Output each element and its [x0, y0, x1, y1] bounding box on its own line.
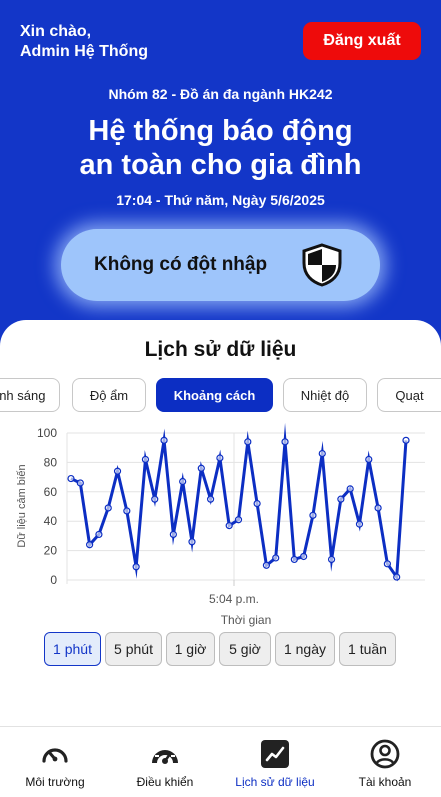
- range-1-hour[interactable]: 1 giờ: [166, 632, 215, 666]
- nav-label: Môi trường: [25, 775, 85, 789]
- intrusion-status: Không có đột nhập: [61, 229, 380, 301]
- data-point: [225, 522, 233, 530]
- greeting-line: Xin chào,: [20, 23, 92, 40]
- nav-environment[interactable]: Môi trường: [15, 727, 95, 797]
- nav-label: Tài khoản: [358, 775, 412, 789]
- greeting: Xin chào, Admin Hệ Thống: [20, 22, 148, 62]
- data-point: [402, 436, 410, 444]
- datetime: 17:04 - Thứ năm, Ngày 5/6/2025: [116, 192, 325, 208]
- data-point: [374, 504, 382, 512]
- sensor-tabs: Ánh sáng Độ ẩm Khoảng cách Nhiệt độ Quạt: [0, 320, 441, 420]
- data-point: [67, 474, 75, 483]
- data-point: [234, 516, 243, 524]
- range-1-week[interactable]: 1 tuần: [339, 632, 396, 666]
- data-point: [197, 464, 205, 472]
- data-point: [262, 561, 271, 569]
- y-axis-ticks: 0 20 40 60 80 100: [37, 426, 57, 587]
- title-line-1: Hệ thống báo động: [88, 115, 353, 147]
- y-tick-label: 80: [44, 455, 58, 469]
- data-point: [160, 436, 168, 444]
- data-point: [327, 555, 336, 564]
- data-point: [300, 552, 308, 561]
- tab-temperature[interactable]: Nhiệt độ: [283, 378, 367, 412]
- header: Xin chào, Admin Hệ Thống Đăng xuất Nhóm …: [0, 0, 441, 340]
- data-point: [188, 538, 196, 546]
- data-point: [76, 479, 84, 487]
- data-point: [346, 485, 354, 493]
- nav-control[interactable]: Điều khiển: [125, 727, 205, 797]
- data-point: [244, 438, 252, 446]
- status-text: Không có đột nhập: [94, 254, 268, 275]
- data-point: [86, 541, 94, 549]
- title-line-2: an toàn cho gia đình: [79, 149, 362, 181]
- data-point: [132, 563, 140, 571]
- data-point: [169, 530, 177, 539]
- dashboard-icon: [152, 746, 178, 764]
- account-icon: [370, 739, 400, 769]
- group-label: Nhóm 82 - Đồ án đa ngành HK242: [108, 86, 333, 102]
- chart-series: [67, 422, 410, 582]
- data-point: [206, 495, 215, 503]
- data-point: [104, 504, 112, 512]
- data-point: [318, 449, 326, 458]
- page-title: Hệ thống báo động an toàn cho gia đình: [0, 114, 441, 182]
- data-point: [151, 495, 159, 503]
- data-point: [95, 530, 103, 539]
- data-point: [141, 455, 150, 464]
- data-point: [272, 554, 280, 562]
- y-axis-label: Dữ liệu cảm biến: [16, 464, 28, 547]
- y-tick-label: 0: [50, 573, 57, 587]
- nav-history[interactable]: Lịch sử dữ liệu: [225, 727, 325, 797]
- tab-distance[interactable]: Khoảng cách: [156, 378, 273, 412]
- logout-button[interactable]: Đăng xuất: [303, 22, 421, 60]
- y-tick-label: 100: [37, 426, 57, 440]
- data-point: [179, 477, 187, 486]
- series-line: [70, 422, 408, 582]
- data-point: [365, 455, 373, 464]
- data-point: [216, 454, 224, 462]
- data-point: [253, 499, 261, 508]
- shield-icon: [302, 243, 342, 287]
- data-point: [290, 555, 298, 564]
- line-chart-icon: [261, 740, 289, 768]
- range-5-hours[interactable]: 5 giờ: [219, 632, 271, 666]
- tab-fan[interactable]: Quạt: [377, 378, 441, 412]
- data-point: [123, 507, 131, 515]
- nav-account[interactable]: Tài khoản: [345, 727, 425, 797]
- tab-light[interactable]: Ánh sáng: [0, 378, 60, 412]
- data-point: [113, 467, 122, 475]
- range-1-minute[interactable]: 1 phút: [44, 632, 101, 666]
- y-tick-label: 60: [44, 485, 58, 499]
- data-point: [309, 511, 317, 519]
- data-point: [393, 573, 401, 581]
- gauge-icon: [42, 748, 68, 763]
- x-axis-label: Thời gian: [221, 613, 272, 627]
- data-point: [281, 438, 289, 446]
- nav-label: Lịch sử dữ liệu: [235, 775, 315, 789]
- y-tick-label: 40: [44, 514, 58, 528]
- data-point: [355, 520, 364, 528]
- tab-humidity[interactable]: Độ ẩm: [72, 378, 146, 412]
- data-point: [337, 495, 345, 503]
- x-tick-label: 5:04 p.m.: [209, 592, 259, 606]
- data-point: [383, 560, 391, 568]
- range-1-day[interactable]: 1 ngày: [275, 632, 335, 666]
- user-name: Admin Hệ Thống: [20, 43, 148, 60]
- range-5-minutes[interactable]: 5 phút: [105, 632, 162, 666]
- history-title: Lịch sử dữ liệu: [144, 338, 297, 361]
- nav-label: Điều khiển: [136, 775, 194, 789]
- history-chart: 0 20 40 60 80 100 5:04 p.m. Thời gian Dữ liệu…: [16, 422, 425, 627]
- bottom-nav: Môi trường Điều khiển Lịch sử dữ liệu Tà…: [0, 726, 441, 797]
- history-card: Lịch sử dữ liệu Ánh sáng Độ ẩm Khoảng cá…: [0, 320, 441, 726]
- y-tick-label: 20: [44, 544, 58, 558]
